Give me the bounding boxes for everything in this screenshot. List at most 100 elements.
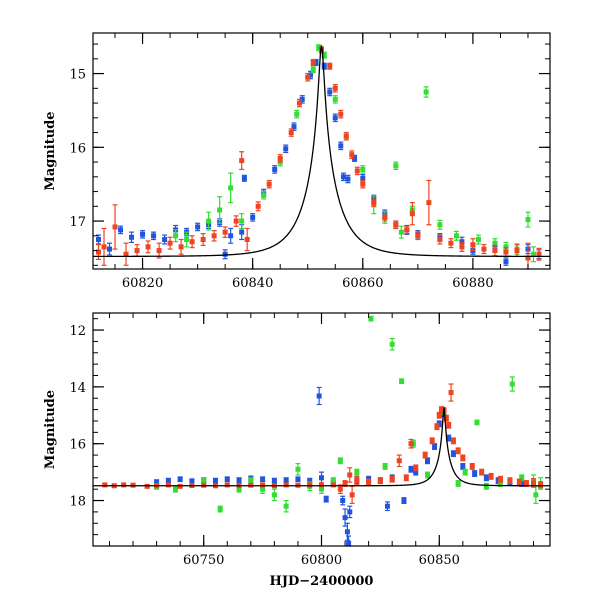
data-point: [271, 477, 277, 484]
data-point: [360, 165, 366, 174]
data-point: [250, 213, 256, 222]
data-point: [212, 477, 218, 484]
data-point: [338, 109, 344, 119]
data-point: [483, 474, 489, 482]
data-point: [425, 471, 431, 479]
data-point: [140, 230, 146, 239]
data-point: [368, 315, 374, 322]
data-point: [354, 166, 360, 176]
data-point: [340, 495, 346, 506]
data-point: [448, 383, 454, 402]
data-point: [507, 477, 513, 485]
y-tick-label: 16: [69, 141, 86, 156]
data-point: [460, 462, 466, 470]
data-point: [415, 231, 421, 241]
data-point: [222, 249, 228, 260]
data-point: [96, 244, 102, 261]
data-point: [455, 447, 461, 455]
data-point: [393, 220, 399, 230]
data-point: [241, 174, 247, 182]
y-tick-label: 18: [69, 495, 86, 510]
x-tick-label: 60800: [301, 553, 342, 568]
data-point: [332, 84, 338, 93]
data-point: [349, 150, 355, 159]
bottom-data-points: [102, 315, 544, 547]
data-point: [236, 477, 242, 483]
data-point: [509, 376, 515, 392]
data-point: [382, 462, 388, 470]
data-point: [488, 472, 494, 480]
data-point: [189, 478, 195, 485]
data-point: [101, 227, 107, 266]
data-point: [338, 141, 344, 151]
data-point: [167, 236, 173, 250]
data-point: [446, 421, 452, 429]
bottom-model-curve: [93, 407, 550, 487]
data-point: [408, 465, 414, 473]
data-point: [516, 478, 522, 486]
data-point: [425, 457, 431, 465]
data-point: [341, 172, 347, 182]
data-point: [283, 477, 289, 483]
data-point: [224, 482, 230, 488]
data-point: [316, 44, 322, 52]
data-point: [239, 213, 245, 230]
top-panel: 60820 60840 60860 60880 15 16 17 Magnitude: [43, 32, 551, 291]
data-point: [244, 227, 250, 252]
x-tick-label: 60850: [419, 553, 460, 568]
data-point: [393, 161, 399, 171]
data-point: [354, 468, 360, 476]
data-point: [450, 437, 456, 445]
data-point: [112, 204, 118, 250]
data-point: [310, 58, 316, 67]
data-point: [437, 234, 443, 245]
bottom-plot-frame: [92, 312, 551, 547]
data-point: [453, 230, 459, 241]
data-point: [455, 480, 461, 487]
data-point: [310, 66, 316, 74]
data-point: [217, 505, 223, 513]
data-point: [283, 499, 289, 513]
x-tick-label: 60750: [183, 553, 224, 568]
y-tick-label: 15: [69, 68, 86, 83]
data-point: [296, 98, 302, 108]
data-point: [323, 495, 329, 503]
data-point: [377, 477, 383, 485]
data-point: [536, 247, 542, 261]
data-point: [201, 477, 207, 485]
x-tick-label: 60880: [452, 276, 493, 291]
data-point: [525, 211, 531, 228]
data-point: [360, 179, 366, 189]
bottom-panel: 60750 60800 60850 12 14 16 18 Magnitude HJD−24…: [43, 312, 551, 589]
data-point: [332, 113, 338, 123]
data-point: [349, 485, 355, 504]
data-point: [277, 154, 283, 163]
y-tick-label: 12: [69, 324, 86, 339]
data-point: [450, 450, 456, 458]
data-point: [316, 386, 322, 406]
data-point: [260, 482, 266, 488]
data-point: [165, 482, 171, 488]
data-point: [503, 257, 509, 266]
data-point: [172, 485, 178, 493]
data-point: [321, 62, 327, 70]
y-tick-label: 17: [69, 215, 86, 230]
data-point: [224, 476, 230, 483]
data-point: [404, 225, 410, 235]
data-point: [389, 337, 395, 351]
data-point: [248, 477, 254, 485]
top-model-curve: [93, 45, 550, 258]
data-point: [96, 234, 102, 245]
bottom-y-axis-title: Magnitude: [43, 390, 58, 469]
data-point: [307, 482, 313, 488]
data-point: [409, 202, 415, 226]
data-point: [261, 190, 267, 200]
bottom-ticks: 60750 60800 60850 12 14 16 18: [69, 313, 550, 568]
data-point: [462, 468, 468, 476]
data-point: [498, 475, 504, 483]
data-point: [347, 505, 353, 519]
data-point: [422, 451, 428, 459]
data-point: [162, 234, 168, 245]
data-point: [366, 478, 372, 486]
data-point: [283, 482, 289, 488]
